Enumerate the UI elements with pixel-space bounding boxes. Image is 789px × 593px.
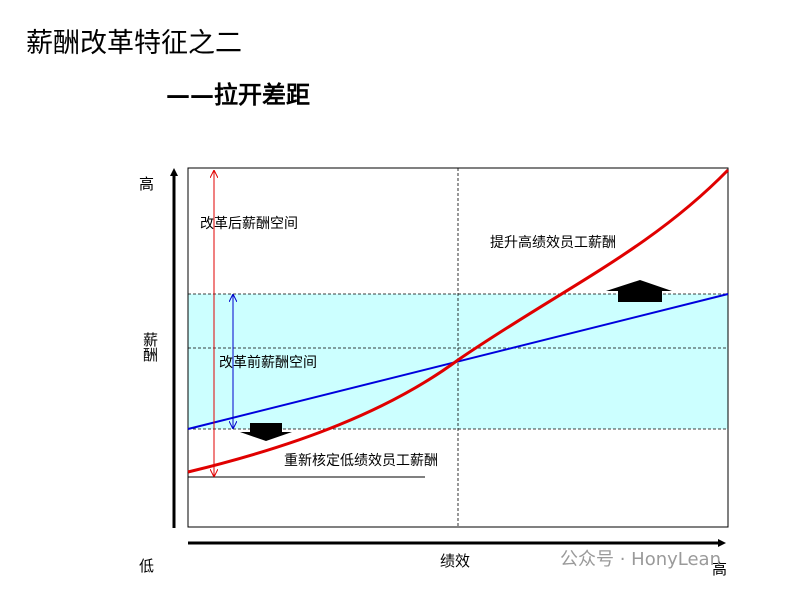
y-label: 薪酬 <box>141 332 159 363</box>
title: 薪酬改革特征之二 <box>26 28 242 59</box>
after-curve <box>187 168 730 474</box>
up-arrow <box>606 280 672 302</box>
raise-high-label: 提升高绩效员工薪酬 <box>490 234 616 251</box>
after-reform-label: 改革后薪酬空间 <box>200 216 298 232</box>
x-high: 高 <box>712 560 727 578</box>
down-arrow <box>240 423 292 441</box>
watermark: 公众号 · HonyLean <box>560 549 721 570</box>
reset-low-label: 重新核定低绩效员工薪酬 <box>284 453 438 469</box>
before-reform-label: 改革前薪酬空间 <box>219 354 317 371</box>
y-high: 高 <box>139 175 154 193</box>
subtitle: ——拉开差距 <box>166 80 310 109</box>
x-label: 绩效 <box>440 552 470 570</box>
y-low: 低 <box>139 557 154 575</box>
